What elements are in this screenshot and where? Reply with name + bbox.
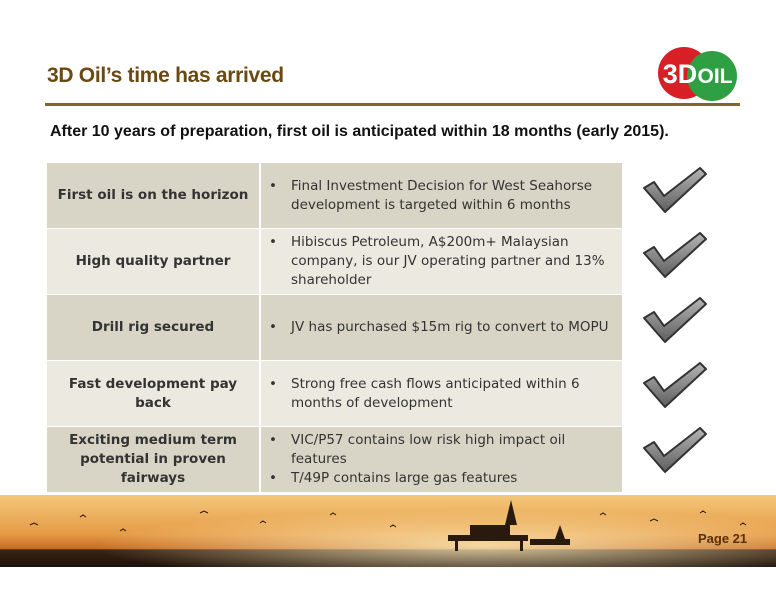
bullet: • Final Investment Decision for West Seah…	[269, 177, 622, 215]
logo-right: OIL	[698, 65, 733, 88]
row-label: Drill rig secured	[47, 295, 261, 360]
checkmark	[643, 362, 707, 408]
bullet: • Strong free cash flows anticipated with…	[269, 375, 622, 413]
row-bullets: • Strong free cash flows anticipated with…	[261, 361, 622, 426]
row-bullets: • Final Investment Decision for West Seah…	[261, 163, 622, 228]
subtitle: After 10 years of preparation, first oil…	[50, 123, 669, 140]
bullet-dot: •	[269, 177, 277, 194]
checkmark	[643, 232, 707, 278]
checkmark	[643, 297, 707, 343]
table-row: Drill rig secured • JV has purchased $15m …	[47, 294, 622, 360]
row-bullets: • Hibiscus Petroleum, A$200m+ Malaysian c…	[261, 229, 622, 294]
bullet: • JV has purchased $15m rig to convert to…	[269, 318, 622, 337]
title: 3D Oil’s time has arrived	[47, 64, 284, 87]
table-row: Exciting medium term potential in proven…	[47, 426, 622, 492]
bullet-text: Strong free cash flows anticipated withi…	[291, 375, 580, 411]
logo: 3D OIL	[658, 47, 737, 101]
row-label: Exciting medium term potential in proven…	[47, 427, 261, 492]
bullet-dot: •	[269, 319, 277, 335]
checkmark	[643, 427, 707, 473]
row-label: Fast development pay back	[47, 361, 261, 426]
bullet: • Hibiscus Petroleum, A$200m+ Malaysian c…	[269, 233, 622, 290]
bullet-dot: •	[269, 234, 277, 250]
bullet-dot: •	[269, 432, 277, 448]
table: First oil is on the horizon • Final Invest…	[47, 163, 622, 492]
title-rule	[45, 103, 740, 106]
bullet-text: VIC/P57 contains low risk high impact oi…	[291, 432, 566, 467]
bullet-text: T/49P contains large gas features	[291, 470, 518, 486]
bullet-dot: •	[269, 375, 277, 392]
bullet: • VIC/P57 contains low risk high impact o…	[269, 431, 622, 469]
page-number: Page 21	[698, 531, 748, 546]
row-bullets: • VIC/P57 contains low risk high impact o…	[261, 427, 622, 492]
bullet-text: JV has purchased $15m rig to convert to …	[291, 319, 609, 335]
table-row: First oil is on the horizon • Final Invest…	[47, 163, 622, 228]
banner	[0, 495, 776, 567]
bullet-dot: •	[269, 470, 277, 486]
table-row: Fast development pay back • Strong free ca…	[47, 360, 622, 426]
row-bullets: • JV has purchased $15m rig to convert to…	[261, 295, 622, 360]
checkmark	[643, 167, 707, 213]
logo-left: 3D	[663, 59, 698, 89]
table-row: High quality partner • Hibiscus Petroleum,…	[47, 228, 622, 294]
row-label: High quality partner	[47, 229, 261, 294]
bullet-text: Hibiscus Petroleum, A$200m+ Malaysian co…	[291, 234, 605, 288]
bullet: • T/49P contains large gas features	[269, 469, 622, 488]
bullet-text: Final Investment Decision for West Seaho…	[291, 177, 593, 213]
row-label: First oil is on the horizon	[47, 163, 261, 228]
